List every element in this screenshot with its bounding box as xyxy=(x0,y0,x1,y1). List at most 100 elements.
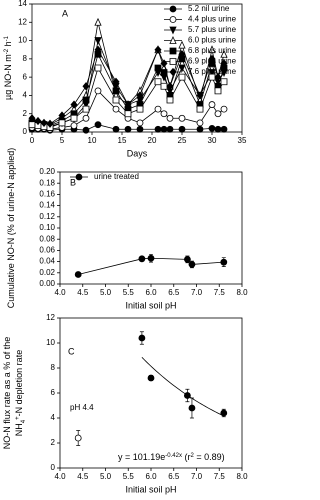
x-tick-label: 4.5 xyxy=(77,288,89,297)
legend-marker xyxy=(169,47,177,55)
fit-curve xyxy=(141,357,224,417)
y-tick-label: 8 xyxy=(51,363,56,372)
x-axis-label: Initial soil pH xyxy=(125,300,176,310)
data-point xyxy=(147,254,155,262)
data-point xyxy=(178,73,186,81)
x-tick-label: 5.0 xyxy=(100,472,112,481)
y-tick-label: 6 xyxy=(51,388,56,397)
y-axis-label-part: + xyxy=(15,416,21,420)
y-axis-label-part: NO-N flux rate as a % of the xyxy=(2,337,12,450)
x-tick-label: 6.5 xyxy=(168,472,180,481)
data-point xyxy=(94,87,102,95)
data-point xyxy=(220,105,228,113)
panel-letter: B xyxy=(70,177,76,187)
x-tick-label: 5.0 xyxy=(100,288,112,297)
legend-label: 6.8 plus urine xyxy=(188,46,237,55)
equation-part: -0.42x xyxy=(165,453,182,459)
legend-marker xyxy=(169,16,177,23)
data-point xyxy=(82,126,90,134)
data-point xyxy=(70,114,78,122)
data-point xyxy=(58,119,66,127)
data-point xyxy=(70,122,78,129)
data-point xyxy=(214,110,222,118)
data-point xyxy=(136,119,144,127)
data-point xyxy=(160,110,168,118)
data-point xyxy=(112,125,120,133)
data-point xyxy=(138,255,146,263)
data-point xyxy=(82,82,90,91)
x-tick-label: 7.0 xyxy=(191,288,203,297)
x-tick-label: 6.0 xyxy=(145,472,157,481)
y-axis-label-part: 4 xyxy=(21,419,27,423)
data-point xyxy=(112,77,120,86)
data-point xyxy=(178,114,186,122)
equation-part: (r xyxy=(182,452,191,462)
x-tick-label: 7.0 xyxy=(191,472,203,481)
data-point xyxy=(70,100,78,109)
x-tick-label: 6.0 xyxy=(145,288,157,297)
data-point xyxy=(188,260,196,268)
data-point xyxy=(166,125,174,133)
x-tick-label: 4.0 xyxy=(54,472,66,481)
data-point xyxy=(208,124,216,132)
x-tick-label: 20 xyxy=(148,136,157,145)
equation-part: 2 xyxy=(190,453,194,459)
data-point xyxy=(220,59,228,68)
data-point xyxy=(178,40,186,49)
y-tick-label: 0 xyxy=(23,127,28,136)
data-point xyxy=(124,125,132,133)
data-point xyxy=(82,96,90,104)
y-axis-label: Cumulative NO-N (% of urine-N applied) xyxy=(6,148,16,309)
x-tick-label: 4.5 xyxy=(77,472,89,481)
data-point xyxy=(166,82,174,91)
y-axis-label-part: -2 xyxy=(4,48,10,54)
legend-marker xyxy=(169,58,177,65)
y-tick-label: 0.16 xyxy=(39,190,55,199)
legend-marker xyxy=(169,26,177,35)
legend-label: urine treated xyxy=(94,172,139,181)
panel-letter: C xyxy=(68,346,75,356)
legend-marker xyxy=(169,5,177,13)
y-axis-label: NH4+-N depletion rate xyxy=(14,350,26,436)
y-tick-label: 2 xyxy=(51,438,56,447)
data-point xyxy=(196,119,204,127)
y-tick-label: 0.08 xyxy=(39,234,55,243)
y-tick-label: 4 xyxy=(23,91,28,100)
data-point xyxy=(208,69,216,78)
y-axis-label: NO-N flux rate as a % of the xyxy=(2,337,12,450)
data-point xyxy=(94,17,102,26)
data-point xyxy=(58,111,66,120)
y-tick-label: 8 xyxy=(23,54,28,63)
y-tick-label: 0.02 xyxy=(39,268,55,277)
data-point xyxy=(220,78,228,86)
x-tick-label: 5.5 xyxy=(123,288,135,297)
equation-part: = 0.89) xyxy=(194,452,225,462)
y-tick-label: 0 xyxy=(51,463,56,472)
data-point xyxy=(220,49,228,58)
x-tick-label: 15 xyxy=(118,136,127,145)
data-point xyxy=(94,37,102,46)
data-point xyxy=(34,116,42,126)
plot-frame xyxy=(59,171,243,285)
y-tick-label: 12 xyxy=(18,17,27,26)
data-point xyxy=(28,114,36,123)
data-point xyxy=(136,125,144,133)
data-point xyxy=(94,45,102,54)
data-point xyxy=(147,374,155,382)
y-axis-label-part: -1 xyxy=(4,35,10,41)
y-tick-label: 6 xyxy=(23,72,28,81)
y-tick-label: 0.18 xyxy=(39,178,55,187)
y-tick-label: 0.00 xyxy=(39,279,55,288)
data-point xyxy=(208,45,216,54)
y-axis-label-part: Cumulative NO-N (% of urine-N applied) xyxy=(6,148,16,309)
data-point xyxy=(112,87,120,95)
data-point xyxy=(196,125,204,133)
data-point xyxy=(154,45,162,54)
x-axis-label: Initial soil pH xyxy=(125,484,176,494)
data-point xyxy=(208,54,216,63)
data-point xyxy=(178,50,186,59)
data-point xyxy=(188,404,196,412)
x-tick-label: 30 xyxy=(208,136,217,145)
data-point xyxy=(46,119,54,128)
